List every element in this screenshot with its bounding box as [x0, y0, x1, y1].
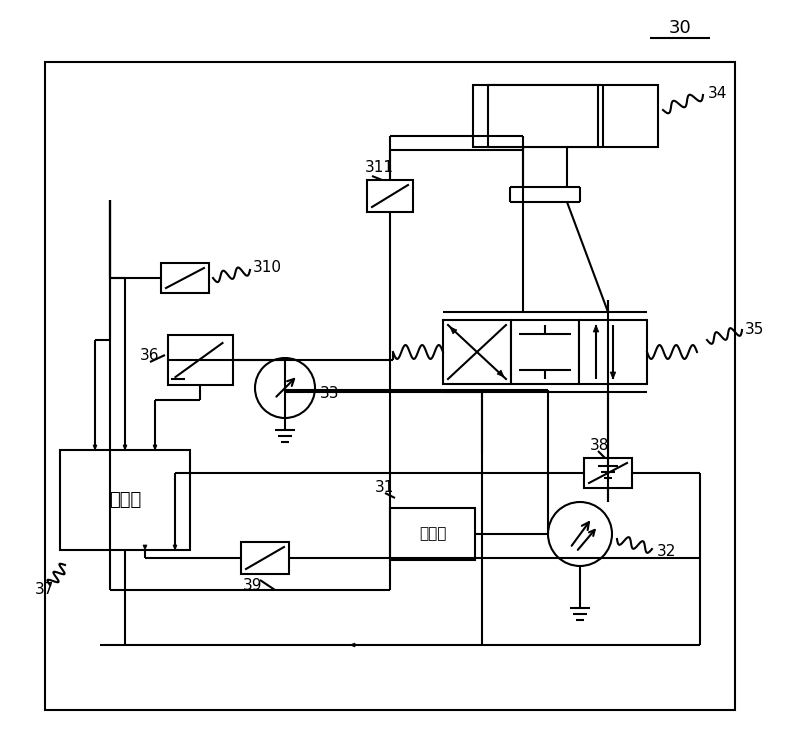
Bar — [60, 450, 190, 550]
Bar — [45, 62, 735, 710]
Bar — [473, 85, 658, 147]
Text: 发动机: 发动机 — [419, 526, 446, 542]
Text: 38: 38 — [590, 437, 610, 452]
Polygon shape — [497, 370, 504, 377]
Bar — [390, 508, 475, 560]
Text: 37: 37 — [35, 583, 54, 598]
Polygon shape — [610, 372, 616, 379]
Bar — [579, 320, 647, 384]
Bar — [488, 85, 598, 147]
Text: 31: 31 — [375, 481, 394, 496]
Polygon shape — [143, 545, 147, 550]
Text: 311: 311 — [365, 160, 394, 176]
Bar — [443, 320, 511, 384]
Text: 35: 35 — [745, 322, 764, 337]
Polygon shape — [450, 327, 457, 334]
Polygon shape — [123, 445, 127, 450]
Text: 控制器: 控制器 — [109, 491, 141, 509]
Text: 39: 39 — [243, 578, 262, 593]
Bar — [167, 335, 233, 385]
Text: 30: 30 — [669, 19, 691, 37]
Bar — [511, 320, 579, 384]
Text: 36: 36 — [140, 347, 159, 362]
Bar — [367, 180, 413, 212]
Bar — [584, 458, 632, 488]
Polygon shape — [173, 545, 177, 550]
Polygon shape — [350, 643, 355, 647]
Polygon shape — [594, 325, 598, 332]
Bar — [241, 542, 289, 574]
Text: 310: 310 — [253, 260, 282, 275]
Polygon shape — [153, 445, 157, 450]
Bar — [161, 263, 209, 293]
Text: 33: 33 — [320, 386, 339, 400]
Text: 32: 32 — [657, 544, 676, 559]
Polygon shape — [93, 445, 97, 450]
Text: 34: 34 — [708, 86, 727, 100]
